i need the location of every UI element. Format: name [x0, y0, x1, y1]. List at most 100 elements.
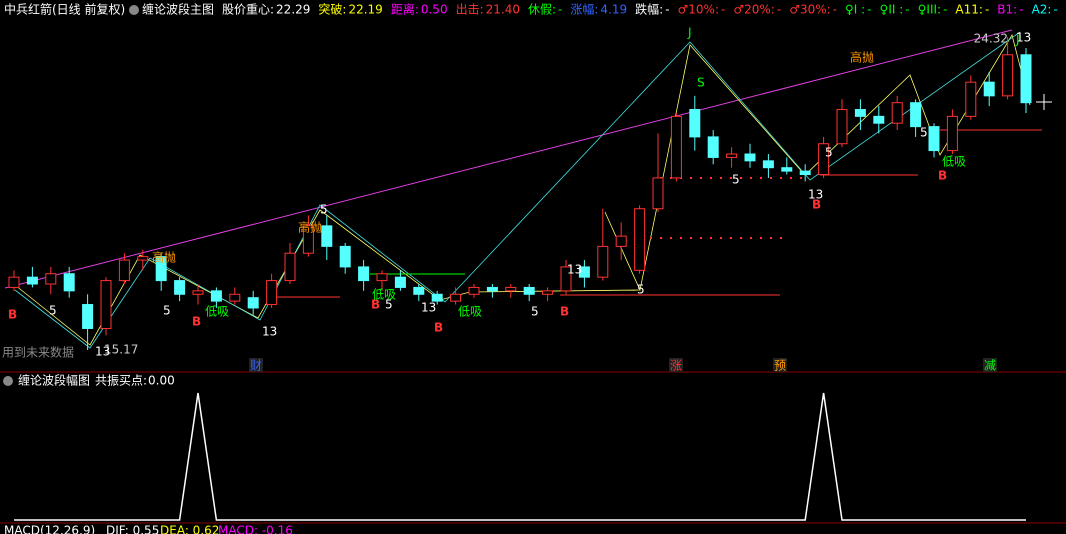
candle-body: [266, 280, 278, 306]
header-label: 出击:: [456, 3, 484, 17]
candle-body: [468, 286, 480, 295]
event-box: [983, 358, 997, 372]
candle-body: [523, 286, 535, 295]
header-label: 跌幅:: [635, 2, 663, 17]
header-value: -: [867, 3, 871, 17]
signal-label: 低吸: [458, 305, 482, 319]
candle-body: [339, 245, 351, 268]
candle-body: [762, 160, 774, 169]
signal-label: B: [434, 321, 443, 335]
event-marker: 减: [984, 359, 996, 373]
candle-body: [1020, 54, 1032, 104]
candle-body: [726, 153, 738, 158]
signal-label: J: [687, 26, 692, 40]
header-label: 涨幅:: [570, 2, 598, 17]
future-note: 用到未来数据: [2, 345, 74, 360]
candle-body: [505, 286, 517, 292]
header-label: 突破:: [318, 2, 346, 17]
signal-label: 低吸: [205, 305, 229, 319]
signal-label: 5: [531, 305, 539, 319]
candle-body: [965, 81, 977, 117]
sub-value: 0.00: [148, 374, 175, 388]
header-value: -: [558, 3, 562, 17]
signal-label: B: [192, 315, 201, 329]
candle-body: [652, 177, 664, 210]
signal-label: 高抛: [152, 250, 176, 265]
candle-body: [542, 290, 554, 295]
candle-body: [670, 115, 682, 179]
event-marker: 预: [774, 359, 786, 373]
header-value: 22.29: [276, 3, 310, 17]
event-marker: 涨: [670, 358, 682, 373]
header-value: 4.19: [600, 3, 627, 17]
candle-body: [82, 304, 94, 329]
header-value: -: [1019, 3, 1023, 17]
macd-dea: DEA: 0.62: [160, 524, 219, 534]
signal-label: B: [938, 169, 947, 183]
signal-label: S: [697, 76, 705, 90]
candle-body: [891, 102, 903, 124]
candle-body: [818, 143, 830, 176]
trend-line: [4, 29, 1013, 289]
signal-label: 5: [320, 203, 328, 217]
sub-label: 共振买点:: [95, 374, 147, 388]
signal-label: 5: [637, 283, 645, 297]
sub-title: 缠论波段幅图: [18, 373, 90, 388]
dropdown-icon[interactable]: [3, 376, 13, 386]
candle-body: [836, 109, 848, 145]
candle-body: [302, 225, 314, 254]
candle-body: [486, 286, 498, 292]
candle-body: [1002, 54, 1014, 97]
header-label: A2:: [1032, 3, 1052, 17]
candle-body: [744, 153, 756, 162]
header-value: 0.50: [421, 3, 448, 17]
dropdown-icon[interactable]: [129, 5, 139, 15]
header-value: 21.40: [486, 3, 520, 17]
signal-label: 13: [262, 325, 277, 339]
candle-body: [63, 273, 75, 292]
signal-label: B: [8, 308, 17, 322]
wave-line: [14, 33, 1031, 346]
candle-body: [983, 81, 995, 97]
signal-label: 13: [95, 345, 110, 359]
candle-body: [615, 235, 627, 247]
signal-label: J: [1015, 33, 1020, 47]
header-label: 休假:: [528, 3, 556, 17]
high-price: 24.32: [974, 32, 1008, 46]
candle-body: [394, 276, 406, 288]
candle-body: [854, 109, 866, 117]
header-label: ♀II :: [880, 3, 904, 17]
header-label: ♂20%:: [733, 3, 774, 17]
candle-body: [873, 115, 885, 124]
header-label: B1:: [997, 3, 1017, 17]
candle-body: [689, 109, 701, 138]
event-box: [249, 358, 263, 372]
header-label: ♂10%:: [678, 3, 719, 17]
candle-body: [597, 245, 609, 278]
header-value: -: [721, 3, 725, 17]
candle-body: [137, 256, 149, 261]
signal-label: 5: [920, 126, 928, 140]
signal-label: 13: [1016, 31, 1031, 45]
header-label: A11:: [955, 3, 983, 17]
candle-body: [174, 280, 186, 295]
header-value: -: [777, 3, 781, 17]
event-marker: 财: [250, 359, 262, 373]
candle-body: [26, 276, 38, 285]
low-price: 15.17: [104, 343, 138, 357]
candle-body: [450, 293, 462, 302]
macd-dif: DIF: 0.55: [106, 524, 159, 534]
signal-label: 5: [163, 304, 171, 318]
macd-value: MACD: -0.16: [218, 524, 293, 534]
macd-title: MACD(12,26,9): [4, 524, 95, 534]
signal-label: B: [371, 298, 380, 312]
candle-body: [192, 290, 204, 295]
header-label: ♀III:: [918, 3, 941, 17]
header-label: 距离:: [391, 2, 419, 17]
candle-body: [376, 273, 388, 282]
candle-body: [560, 266, 572, 292]
candle-body: [45, 273, 57, 285]
indicator-name[interactable]: 缠论波段主图: [142, 2, 214, 17]
